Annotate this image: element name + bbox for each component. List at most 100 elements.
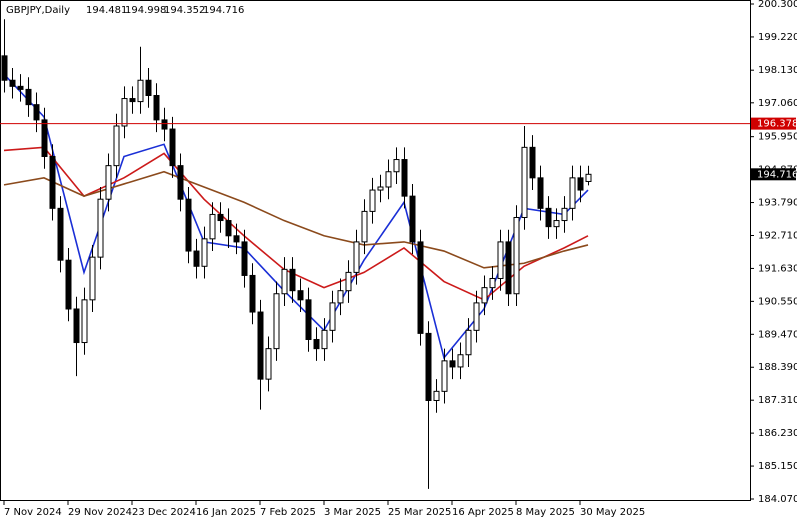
candle-body: [537, 177, 544, 209]
header-value: 194.716: [203, 5, 244, 16]
candle-body: [409, 195, 416, 243]
candle-body: [161, 119, 168, 130]
candle-body: [553, 220, 560, 228]
moving-average: [3, 146, 589, 301]
candle-body: [129, 98, 136, 103]
candle-body: [97, 198, 104, 258]
plot: [1, 19, 592, 489]
x-tick-label: 7 Nov 2024: [4, 507, 62, 518]
candle-body: [433, 390, 440, 401]
candle-body: [577, 177, 584, 191]
candle-body: [217, 213, 224, 222]
y-tick-label: 188.390: [758, 362, 797, 373]
y-tick-label: 189.470: [758, 329, 797, 340]
candle-body: [145, 79, 152, 96]
candle-body: [505, 241, 512, 295]
candle-body: [353, 241, 360, 273]
candle-body: [425, 332, 432, 401]
candle-body: [513, 216, 520, 295]
y-tick-label: 198.130: [758, 65, 797, 76]
candle-body: [489, 277, 496, 289]
y-tick-label: 193.790: [758, 198, 797, 209]
plot-frame: [0, 0, 751, 501]
y-tick-label: 195.950: [758, 132, 797, 143]
current-price-box: [751, 168, 796, 181]
candle-body: [249, 274, 256, 313]
candle-body: [57, 207, 64, 261]
price-level-box: [751, 117, 796, 130]
x-tick-label: 8 May 2025: [516, 507, 575, 518]
y-tick-label: 184.070: [758, 494, 797, 505]
candle-body: [121, 98, 128, 127]
candle-body: [273, 293, 280, 350]
candle-body: [1, 55, 8, 81]
candle-body: [73, 308, 80, 344]
header-value: 194.481: [86, 5, 127, 16]
candle-body: [89, 256, 96, 301]
candle-body: [281, 268, 288, 295]
candle-body: [585, 173, 592, 182]
candle-body: [345, 271, 352, 292]
y-tick-label: 197.060: [758, 98, 797, 109]
candle-body: [153, 94, 160, 121]
candle-body: [569, 177, 576, 209]
y-tick-label: 200.300: [758, 0, 797, 10]
candle-body: [561, 207, 568, 222]
candle-body: [297, 290, 304, 301]
candle-body: [177, 165, 184, 200]
moving-average: [3, 170, 589, 269]
candle-body: [361, 210, 368, 243]
candle-body: [193, 250, 200, 267]
candle-body: [41, 119, 48, 157]
price-level-label: 196.378: [757, 119, 797, 130]
candle-body: [105, 165, 112, 200]
x-tick-label: 7 Feb 2025: [260, 507, 316, 518]
y-tick-label: 199.220: [758, 32, 797, 43]
x-tick-label: 29 Nov 2024: [68, 507, 132, 518]
candle-body: [377, 186, 384, 191]
candle-body: [481, 287, 488, 304]
x-tick-label: 23 Dec 2024: [132, 507, 196, 518]
candle-body: [209, 213, 216, 240]
candle-body: [25, 88, 32, 106]
candle-body: [33, 104, 40, 121]
candle-body: [473, 302, 480, 331]
candle-body: [265, 348, 272, 380]
y-tick-label: 185.150: [758, 461, 797, 472]
candle-body: [465, 329, 472, 356]
candle-body: [393, 159, 400, 173]
candle-body: [521, 146, 528, 218]
candle-body: [137, 79, 144, 103]
candle-body: [49, 155, 56, 209]
candle-body: [497, 241, 504, 279]
moving-average: [3, 73, 589, 360]
candle-body: [449, 360, 456, 368]
candle-body: [329, 302, 336, 331]
y-tick-label: 187.310: [758, 395, 797, 406]
x-tick-label: 25 Mar 2025: [388, 507, 451, 518]
candle-body: [529, 146, 536, 179]
y-tick-label: 186.230: [758, 428, 797, 439]
y-tick-label: 190.550: [758, 296, 797, 307]
candle-body: [321, 329, 328, 350]
chart-title: GBPJPY,Daily: [6, 5, 70, 16]
candle-body: [545, 207, 552, 228]
y-tick-label: 192.710: [758, 230, 797, 241]
candle-body: [305, 299, 312, 340]
candle-body: [201, 238, 208, 267]
candle-body: [313, 338, 320, 350]
candle-body: [441, 360, 448, 392]
header-value: 194.998: [125, 5, 166, 16]
candle-body: [185, 198, 192, 252]
x-tick-label: 3 Mar 2025: [324, 507, 381, 518]
candle-body: [401, 159, 408, 197]
candle-body: [225, 220, 232, 237]
candle-body: [289, 268, 296, 292]
candle-body: [369, 189, 376, 212]
candle-body: [169, 128, 176, 167]
candle-body: [257, 311, 264, 380]
x-tick-label: 30 May 2025: [580, 507, 645, 518]
candle-body: [337, 290, 344, 304]
